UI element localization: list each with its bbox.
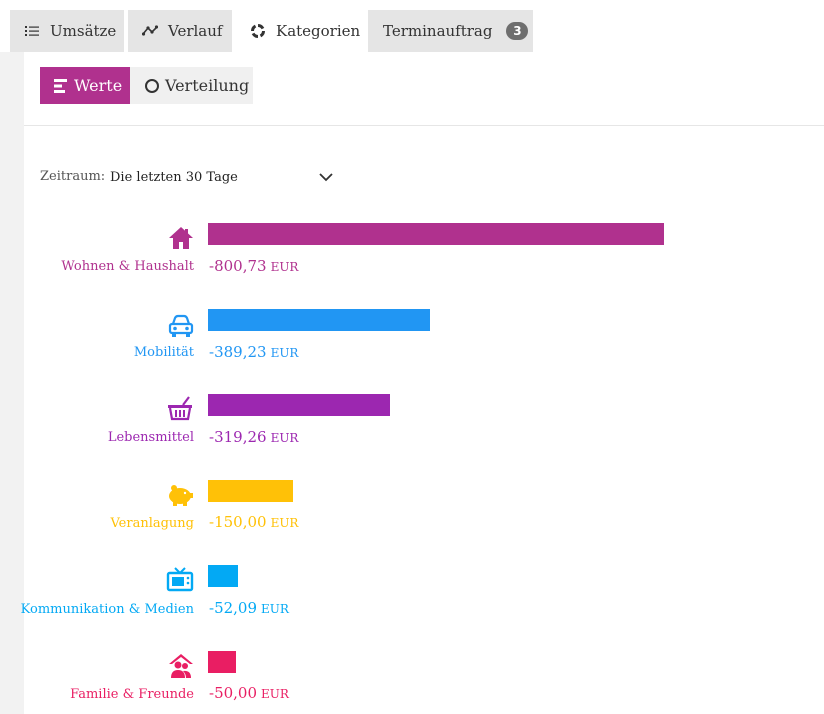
currency: EUR <box>270 260 299 274</box>
list-icon <box>24 23 40 39</box>
piggy-bank-icon <box>166 481 194 509</box>
family-icon <box>167 652 195 680</box>
werte-label: Werte <box>74 76 123 95</box>
category-amount: -52,09 EUR <box>209 599 289 617</box>
verteilung-label: Verteilung <box>165 76 250 95</box>
category-name: Kommunikation & Medien <box>20 602 194 617</box>
category-bar <box>208 565 238 587</box>
tab-kategorien[interactable]: Kategorien <box>234 10 366 52</box>
category-amount: -319,26 EUR <box>209 428 298 446</box>
tab-label: Kategorien <box>276 22 361 40</box>
basket-icon <box>166 394 194 422</box>
currency: EUR <box>270 346 299 360</box>
tab-terminauftrag[interactable]: Terminauftrag 3 <box>368 10 533 52</box>
category-amount: -389,23 EUR <box>209 343 298 361</box>
donut-icon <box>250 23 266 39</box>
category-amount: -800,73 EUR <box>209 257 298 275</box>
period-value: Die letzten 30 Tage <box>110 169 238 185</box>
currency: EUR <box>261 687 289 701</box>
amount-value: -52,09 <box>209 599 258 617</box>
currency: EUR <box>270 431 299 445</box>
period-select[interactable]: Die letzten 30 Tage <box>110 166 334 188</box>
category-name: Wohnen & Haushalt <box>61 259 194 274</box>
category-bar <box>208 651 236 673</box>
category-amount: -50,00 EUR <box>209 684 289 702</box>
category-name: Lebensmittel <box>107 430 194 445</box>
amount-value: -319,26 <box>209 428 267 446</box>
amount-value: -150,00 <box>209 513 267 531</box>
amount-value: -389,23 <box>209 343 267 361</box>
chevron-down-icon <box>318 169 334 185</box>
amount-value: -800,73 <box>209 257 267 275</box>
amount-value: -50,00 <box>209 684 258 702</box>
tab-verlauf[interactable]: Verlauf <box>128 10 232 52</box>
tab-label: Umsätze <box>50 22 117 40</box>
tab-bar: Umsätze Verlauf Kategorien Terminauftrag… <box>0 0 824 52</box>
count-badge: 3 <box>506 22 529 40</box>
category-bar <box>208 309 430 331</box>
category-bar <box>208 480 293 502</box>
tab-label: Terminauftrag <box>383 22 493 40</box>
ring-icon <box>144 78 160 94</box>
currency: EUR <box>270 516 299 530</box>
category-name: Familie & Freunde <box>70 687 194 702</box>
category-bar <box>208 223 664 245</box>
car-icon <box>167 312 195 340</box>
tab-label: Verlauf <box>168 22 223 40</box>
house-icon <box>167 224 195 252</box>
panel-left-border <box>0 52 24 714</box>
tab-umsaetze[interactable]: Umsätze <box>10 10 124 52</box>
category-name: Veranlagung <box>110 516 194 531</box>
currency: EUR <box>261 602 289 616</box>
divider <box>24 125 824 126</box>
line-chart-icon <box>141 23 159 39</box>
werte-toggle-button[interactable]: Werte <box>40 67 130 104</box>
bar-list-icon <box>54 78 68 94</box>
period-label: Zeitraum: <box>40 169 106 184</box>
tv-icon <box>166 566 194 594</box>
category-bar <box>208 394 390 416</box>
category-name: Mobilität <box>133 345 194 360</box>
category-amount: -150,00 EUR <box>209 513 298 531</box>
verteilung-toggle-button[interactable]: Verteilung <box>130 67 253 104</box>
